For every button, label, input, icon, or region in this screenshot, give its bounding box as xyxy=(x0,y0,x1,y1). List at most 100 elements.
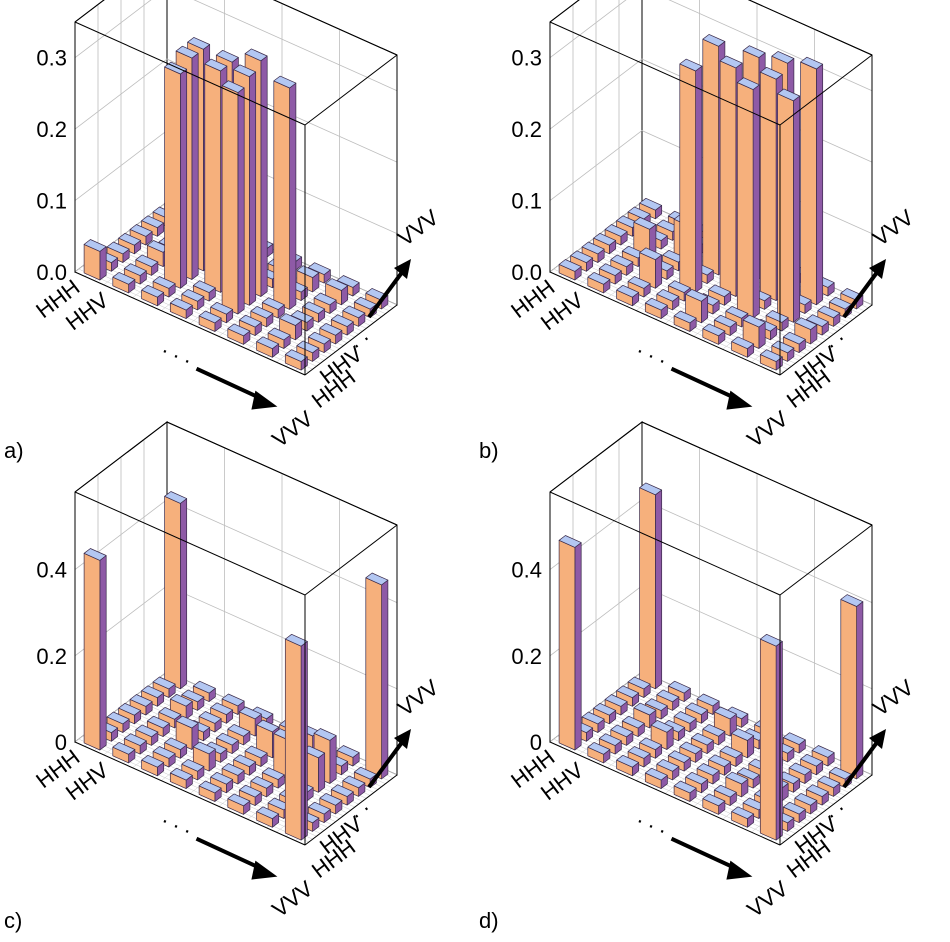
bar xyxy=(256,336,280,358)
bar-front xyxy=(856,601,864,780)
bar-top xyxy=(198,780,222,794)
bar-top xyxy=(296,340,320,354)
bar-top xyxy=(782,732,806,745)
bar-top xyxy=(731,806,755,820)
bar-top xyxy=(633,702,657,716)
bar-top xyxy=(192,280,216,293)
bar-top xyxy=(187,37,211,50)
y-axis-arrow-shaft xyxy=(367,739,405,789)
bar-top xyxy=(279,313,303,326)
bar-top xyxy=(181,689,205,703)
bar-top xyxy=(656,289,680,302)
bar xyxy=(261,297,285,319)
bar-top xyxy=(627,676,651,690)
y-axis-label: VVV xyxy=(393,674,443,721)
bars xyxy=(558,34,864,371)
bar-top xyxy=(256,336,280,350)
bar-top xyxy=(330,784,354,797)
z-tick-label: 0.0 xyxy=(511,260,542,285)
bar-top xyxy=(782,801,806,815)
bar-top xyxy=(667,680,691,694)
bar xyxy=(817,775,841,797)
bar-front xyxy=(260,55,268,297)
bar-top xyxy=(215,49,239,63)
frame-edge xyxy=(549,741,781,846)
x-axis-arrow-head xyxy=(251,390,278,410)
bar xyxy=(112,742,136,764)
bar xyxy=(656,289,680,311)
bar xyxy=(141,215,165,237)
bar xyxy=(685,771,709,794)
bar-top xyxy=(129,224,153,237)
y-axis-arrow-shaft xyxy=(842,269,880,319)
x-axis-label: VVV xyxy=(742,876,792,923)
bar-top xyxy=(106,241,130,255)
bar-top xyxy=(639,737,663,751)
bar-top xyxy=(204,58,228,72)
z-tick-label: 0.0 xyxy=(36,260,67,285)
bar-top xyxy=(307,331,331,345)
bar-top xyxy=(811,745,835,758)
bar-side xyxy=(639,487,656,690)
bar xyxy=(112,272,136,294)
x-axis-ellipsis: . . . xyxy=(160,803,198,838)
bar-top xyxy=(794,317,818,330)
bar xyxy=(604,694,628,716)
bar-top xyxy=(736,77,760,90)
bar-top xyxy=(587,742,611,755)
bar-top xyxy=(656,759,680,772)
bar-top xyxy=(782,331,806,345)
bar xyxy=(696,693,720,715)
bar-front xyxy=(249,71,257,306)
bar xyxy=(616,685,640,707)
bar-top xyxy=(210,301,234,315)
bar-top xyxy=(673,310,697,324)
bar-front xyxy=(793,95,801,323)
bar-top xyxy=(667,280,691,293)
bar-top xyxy=(221,763,245,776)
bar-top xyxy=(581,241,605,255)
frame-edge xyxy=(304,524,398,596)
bars xyxy=(83,37,389,371)
bar-top xyxy=(765,310,789,323)
bar xyxy=(146,715,170,737)
bar xyxy=(135,724,159,746)
x-axis-arrow-shaft xyxy=(670,836,738,871)
bar-front xyxy=(99,246,107,281)
z-tick-labels: 0.0 0.1 0.2 0.3 xyxy=(36,46,67,285)
bar-top xyxy=(702,793,726,807)
bar xyxy=(719,745,743,767)
bar-top xyxy=(129,694,153,707)
bar xyxy=(644,297,668,319)
bar-top xyxy=(250,776,274,789)
bar xyxy=(135,254,159,276)
bar xyxy=(800,56,824,306)
panel-label: c) xyxy=(4,908,22,933)
z-tick-label: 0.1 xyxy=(511,189,542,214)
bar-top xyxy=(238,706,262,720)
bar-top xyxy=(181,289,205,302)
bar-top xyxy=(227,323,251,337)
bar xyxy=(181,759,205,781)
z-tick-labels: 0 0.2 0.4 xyxy=(511,558,542,755)
bar xyxy=(169,767,193,789)
bar-top xyxy=(141,685,165,699)
bar xyxy=(221,80,245,315)
bar xyxy=(169,693,193,720)
bar xyxy=(336,745,360,767)
y-axis-label: VVV xyxy=(868,204,918,251)
bar-top xyxy=(702,724,726,737)
bar-front xyxy=(289,82,297,310)
bar-top xyxy=(644,297,668,311)
bar xyxy=(319,793,343,815)
bar-front xyxy=(180,68,188,289)
bar xyxy=(83,548,107,751)
bar xyxy=(685,702,709,724)
frame-edge xyxy=(74,21,306,126)
bar-top xyxy=(616,685,640,699)
bar-front xyxy=(381,579,389,780)
z-tick-label: 0.2 xyxy=(36,644,67,669)
frame-edge xyxy=(549,491,781,596)
x-axis-arrow-shaft xyxy=(670,366,738,401)
